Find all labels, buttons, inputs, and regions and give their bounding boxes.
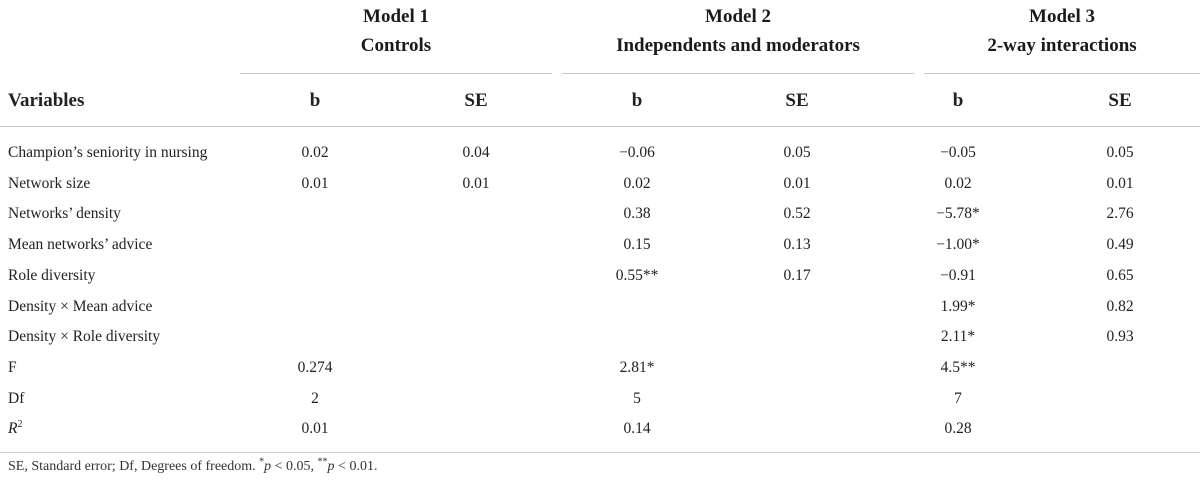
col-header-variables: Variables (8, 90, 85, 111)
col-header-b-3: b (952, 90, 964, 111)
table-cell: 0.05 (1106, 144, 1134, 161)
stat-label: R2 (8, 419, 23, 438)
col-header-b-1: b (309, 90, 321, 111)
col-header-se-1: SE (464, 90, 488, 111)
table-cell: 0.01 (1106, 174, 1134, 192)
model-1-subtitle: Controls (360, 35, 432, 56)
stat-cell: 0.274 (297, 358, 333, 376)
model-2-subtitle: Independents and moderators (616, 35, 860, 56)
table-cell: −1.00* (936, 236, 980, 254)
table-cell: 0.05 (783, 144, 811, 161)
col-header-se-3: SE (1108, 90, 1132, 111)
table-cell: 0.02 (301, 144, 329, 161)
bottom-rule (0, 452, 1200, 453)
table-cell: 2.76 (1106, 205, 1134, 223)
table-cell: 0.02 (944, 174, 972, 192)
row-label: Mean networks’ advice (8, 236, 153, 254)
row-label: Champion’s seniority in nursing (8, 144, 208, 161)
stat-label: F (8, 358, 17, 376)
table-cell: 0.17 (783, 266, 811, 284)
table-cell: 0.02 (623, 174, 651, 192)
table-cell: 0.93 (1106, 328, 1134, 346)
stat-cell: 2 (311, 389, 319, 407)
row-label: Density × Mean advice (8, 297, 153, 315)
table-cell: 0.04 (462, 144, 490, 161)
table-cell: −0.05 (940, 144, 976, 161)
table-cell: 0.01 (462, 174, 490, 192)
row-label: Networks’ density (8, 205, 121, 223)
stat-cell: 0.28 (944, 420, 972, 438)
model-2-title: Model 2 (705, 6, 771, 27)
table-cell: 0.15 (623, 236, 651, 254)
stat-cell: 7 (954, 389, 962, 407)
table-cell: 0.65 (1106, 266, 1134, 284)
model-3-rule (924, 73, 1200, 74)
model-3-title: Model 3 (1029, 6, 1095, 27)
table-cell: 0.01 (783, 174, 811, 192)
table-cell: −0.06 (619, 144, 655, 161)
stat-cell: 5 (633, 389, 641, 407)
table-cell: −0.91 (940, 266, 976, 284)
table-cell: 0.38 (623, 205, 651, 223)
table-cell: 0.82 (1106, 297, 1134, 315)
table-footnote: SE, Standard error; Df, Degrees of freed… (8, 456, 378, 474)
row-label: Density × Role diversity (8, 328, 161, 346)
table-cell: 0.55** (615, 266, 659, 284)
stat-label: Df (8, 389, 25, 407)
table-cell: 1.99* (940, 297, 976, 315)
header-rule (0, 126, 1200, 127)
table-cell: −5.78* (936, 205, 980, 223)
table-cell: 2.11* (940, 328, 976, 346)
stat-cell: 4.5** (940, 358, 976, 376)
col-header-b-2: b (631, 90, 643, 111)
model-1-title: Model 1 (363, 6, 429, 27)
model-2-rule (562, 73, 914, 74)
stat-cell: 0.14 (623, 420, 651, 438)
table-cell: 0.49 (1106, 236, 1134, 254)
model-1-rule (240, 73, 552, 74)
table-cell: 0.01 (301, 174, 329, 192)
row-label: Role diversity (8, 266, 96, 284)
row-label: Network size (8, 174, 91, 192)
table-cell: 0.52 (783, 205, 811, 223)
col-header-se-2: SE (785, 90, 809, 111)
stat-cell: 2.81* (619, 358, 655, 376)
stat-cell: 0.01 (301, 420, 329, 438)
model-3-subtitle: 2-way interactions (987, 35, 1137, 56)
table-cell: 0.13 (783, 236, 811, 254)
